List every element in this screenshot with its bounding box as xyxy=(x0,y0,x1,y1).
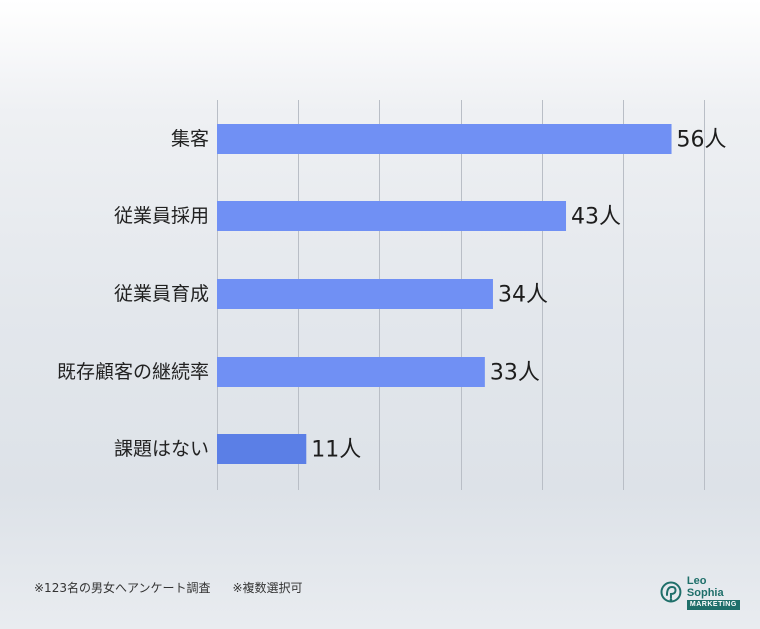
value-label: 43人 xyxy=(571,205,621,230)
value-label: 56人 xyxy=(677,128,727,153)
value-label: 34人 xyxy=(498,283,548,308)
logo-subtitle: MARKETING xyxy=(686,599,740,610)
bar xyxy=(217,124,672,154)
logo-name: Leo Sophia xyxy=(686,574,724,599)
bar xyxy=(217,279,493,309)
value-label: 33人 xyxy=(490,361,540,386)
category-label: 従業員育成 xyxy=(114,283,209,305)
bar xyxy=(217,201,567,231)
category-label: 課題はない xyxy=(114,438,209,460)
multiple-choice-note: ※複数選択可 xyxy=(232,581,303,595)
value-label: 11人 xyxy=(311,438,361,463)
bar xyxy=(217,434,307,464)
bars xyxy=(217,124,672,464)
leo-sophia-logo-icon xyxy=(660,581,682,603)
category-label: 既存顧客の継続率 xyxy=(57,361,209,383)
footnote: ※123名の男女へアンケート調査 ※複数選択可 xyxy=(34,579,303,596)
bar xyxy=(217,357,485,387)
category-label: 集客 xyxy=(171,128,209,150)
value-labels: 56人 43人 34人 33人 11人 xyxy=(311,128,726,463)
category-label: 従業員採用 xyxy=(114,205,209,227)
brand-logo: Leo Sophia MARKETING xyxy=(660,574,746,610)
survey-note: ※123名の男女へアンケート調査 xyxy=(34,581,211,595)
